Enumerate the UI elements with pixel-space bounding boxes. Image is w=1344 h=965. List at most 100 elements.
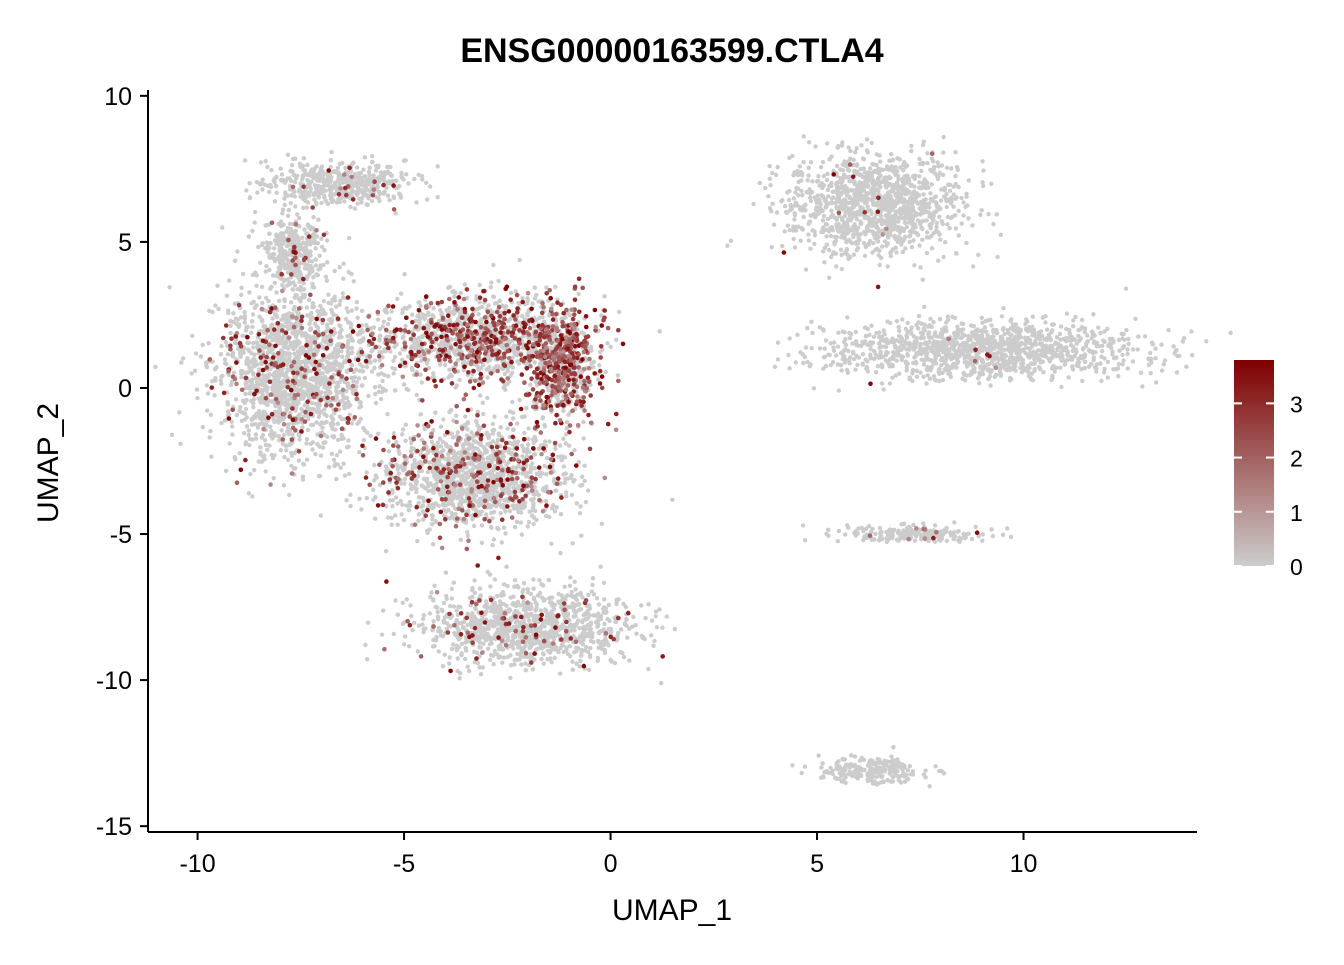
point [310, 266, 314, 270]
point [364, 184, 368, 188]
point [410, 313, 414, 317]
point [268, 347, 272, 351]
point [516, 486, 520, 490]
chart-title: ENSG00000163599.CTLA4 [460, 32, 883, 70]
point [248, 359, 252, 363]
point [545, 456, 549, 460]
point [322, 299, 326, 303]
point [505, 426, 509, 430]
point [251, 371, 255, 375]
point [332, 169, 336, 173]
point [219, 352, 223, 356]
point [402, 382, 406, 386]
point [496, 279, 500, 283]
point [373, 495, 377, 499]
point [283, 299, 287, 303]
point [456, 430, 460, 434]
point [322, 421, 326, 425]
point [201, 425, 205, 429]
point [451, 496, 455, 500]
point [519, 520, 523, 524]
point [470, 467, 474, 471]
point [457, 502, 461, 506]
point [602, 294, 606, 298]
point [282, 483, 286, 487]
point [346, 354, 350, 358]
point [243, 314, 247, 318]
point [472, 524, 476, 528]
point [266, 375, 270, 379]
point [394, 440, 398, 444]
point [312, 407, 316, 411]
point [280, 338, 284, 342]
point [393, 367, 397, 371]
point [497, 433, 501, 437]
point [332, 458, 336, 462]
point [267, 190, 271, 194]
point [330, 367, 334, 371]
point [285, 429, 289, 433]
point [349, 376, 353, 380]
point [256, 245, 260, 249]
point [178, 442, 182, 446]
point [274, 290, 278, 294]
point [461, 443, 465, 447]
point [425, 361, 429, 365]
point [549, 542, 553, 546]
point [274, 336, 278, 340]
point [522, 505, 526, 509]
point [291, 307, 295, 311]
point [485, 375, 489, 379]
point [420, 380, 424, 384]
point [321, 446, 325, 450]
point [379, 397, 383, 401]
point [581, 420, 585, 424]
point [177, 410, 181, 414]
point [441, 417, 445, 421]
point [247, 428, 251, 432]
point [452, 294, 456, 298]
point [495, 526, 499, 530]
point [455, 496, 459, 500]
point [398, 351, 402, 355]
point [153, 365, 157, 369]
point [355, 201, 359, 205]
point [276, 420, 280, 424]
point [447, 661, 451, 665]
point [500, 345, 504, 349]
point [323, 384, 327, 388]
point [316, 273, 320, 277]
point [602, 597, 606, 601]
point [289, 179, 293, 183]
point [558, 443, 562, 447]
point [244, 398, 248, 402]
point [464, 471, 468, 475]
point [226, 352, 230, 356]
point [490, 543, 494, 547]
point [466, 508, 470, 512]
point [362, 193, 366, 197]
point [252, 468, 256, 472]
point [447, 319, 451, 323]
point [374, 401, 378, 405]
point [564, 490, 568, 494]
point [262, 457, 266, 461]
point [468, 481, 472, 485]
point [504, 489, 508, 493]
point [470, 517, 474, 521]
point [325, 435, 329, 439]
point [547, 439, 551, 443]
point [474, 493, 478, 497]
point [438, 437, 442, 441]
point [268, 335, 272, 339]
point [229, 324, 233, 328]
point [232, 371, 236, 375]
point [205, 383, 209, 387]
point [553, 489, 557, 493]
point [278, 382, 282, 386]
point [502, 655, 506, 659]
point [290, 163, 294, 167]
point [293, 180, 297, 184]
point [377, 358, 381, 362]
point [247, 391, 251, 395]
